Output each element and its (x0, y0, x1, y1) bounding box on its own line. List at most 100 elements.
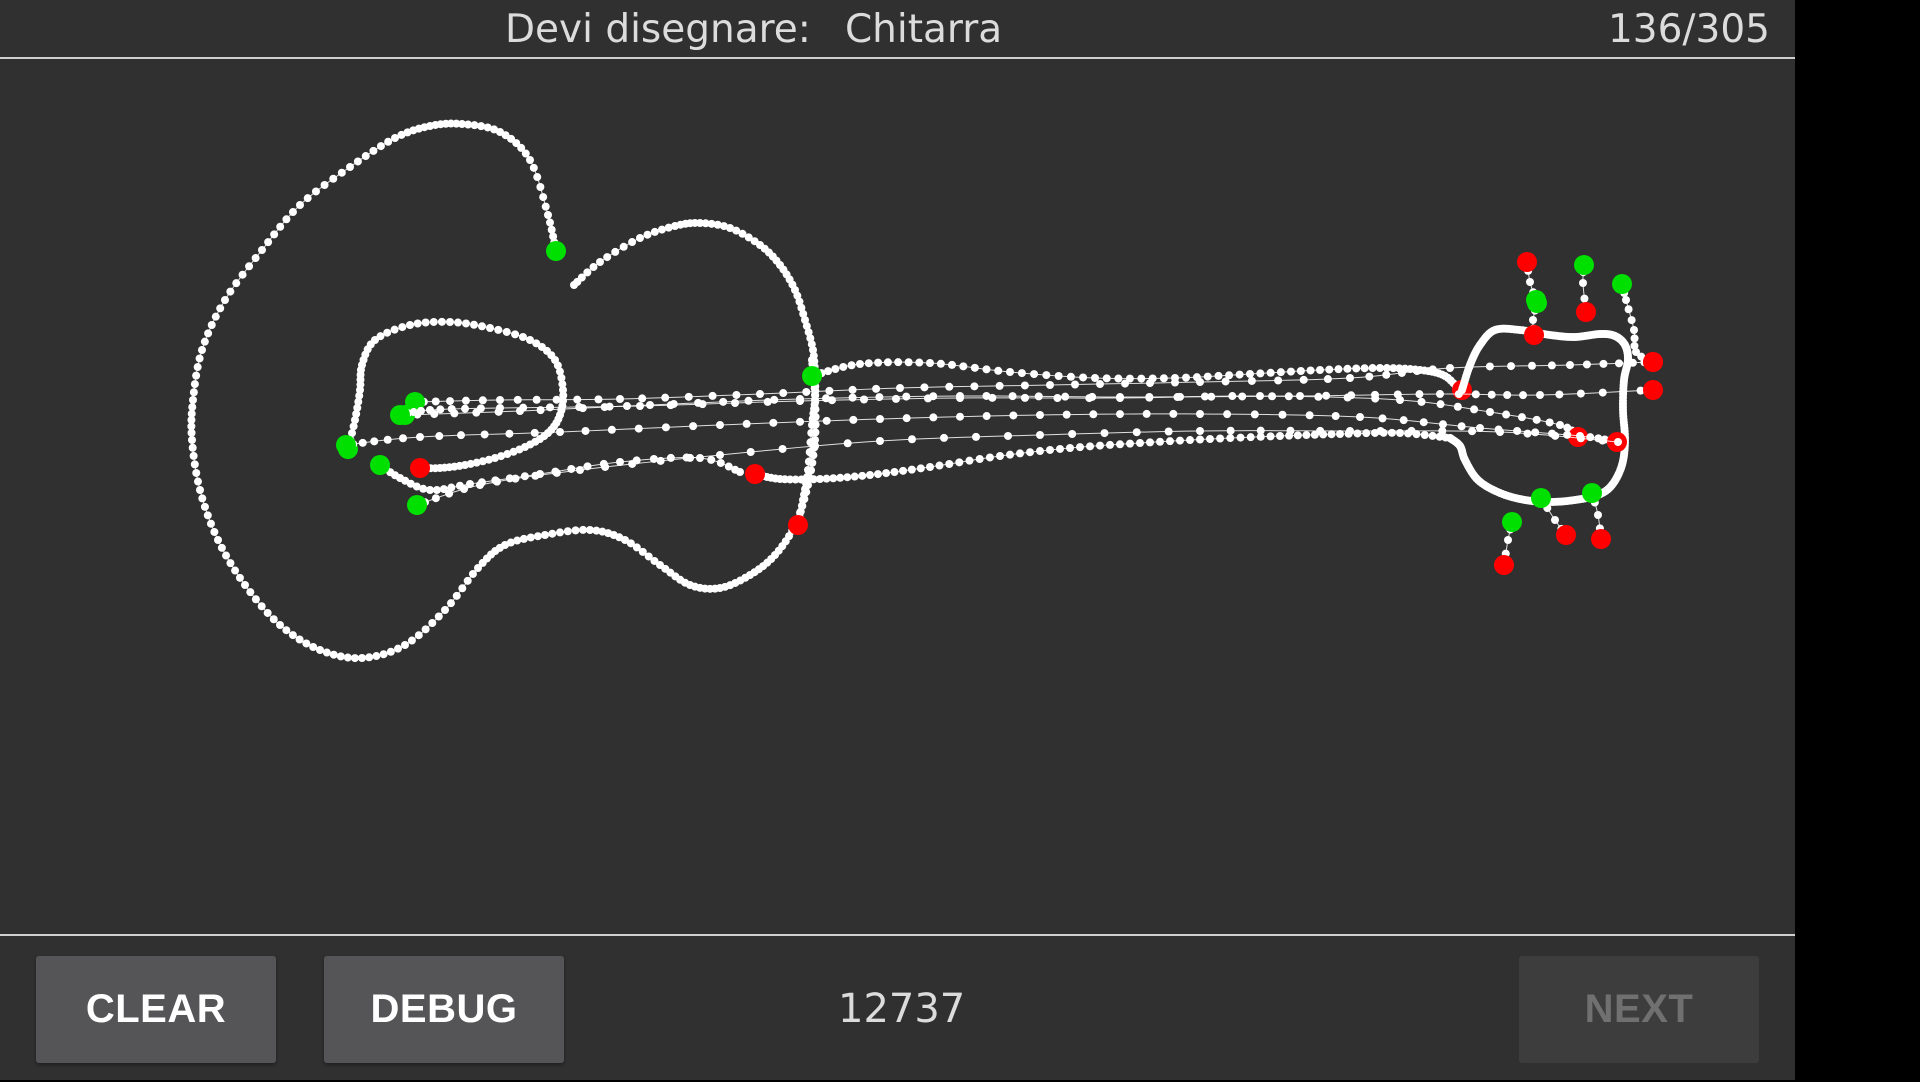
next-button[interactable]: NEXT (1519, 956, 1759, 1063)
stroke-point (956, 412, 964, 421)
stroke-point (204, 329, 213, 338)
stroke-start-point (1612, 274, 1632, 294)
stroke-point (435, 432, 444, 441)
app-window: Devi disegnare: Chitarra 136/305 CLEAR DE… (0, 0, 1795, 1080)
stroke-point (619, 242, 628, 251)
stroke-point (416, 406, 425, 415)
stroke-point (1551, 516, 1559, 524)
stroke-point (464, 120, 473, 129)
stroke-point (1186, 436, 1194, 445)
stroke-point (1116, 394, 1124, 402)
stroke-point (372, 652, 381, 661)
stroke-point (1356, 413, 1364, 421)
stroke-point (1176, 436, 1184, 445)
stroke-point (1436, 400, 1445, 409)
stroke-point (1266, 432, 1275, 441)
stroke-point (384, 137, 393, 146)
stroke-point (533, 532, 542, 541)
stroke-point (1471, 390, 1480, 399)
stroke-point (795, 297, 804, 306)
stroke-point (431, 494, 440, 503)
drawing-canvas[interactable] (0, 59, 1795, 934)
stroke-point (421, 318, 430, 327)
stroke-point (1146, 379, 1154, 388)
stroke-point (1627, 316, 1636, 325)
stroke-start-point (370, 455, 390, 475)
stroke-point (848, 393, 857, 402)
stroke-point (447, 483, 456, 492)
stroke-point (596, 258, 604, 266)
stroke-point (1106, 440, 1114, 449)
stroke-point (1343, 393, 1352, 402)
stroke-point (1062, 410, 1071, 419)
stroke-point (716, 458, 725, 467)
stroke-point (716, 421, 724, 429)
score-value: 12737 (838, 986, 966, 1032)
stroke-point (398, 323, 407, 332)
stroke-point (351, 416, 359, 424)
stroke-point (825, 386, 834, 395)
clear-button[interactable]: CLEAR (36, 956, 276, 1063)
stroke-point (1196, 435, 1204, 444)
string-2-line (404, 389, 1654, 416)
stroke-point (214, 536, 222, 544)
stroke-point (391, 134, 399, 142)
stroke-point (232, 279, 241, 288)
stroke-point (778, 444, 787, 453)
peg-top-4 (1517, 252, 1546, 310)
stroke-point (1582, 360, 1591, 369)
stroke-point (547, 225, 556, 234)
stroke-point (1314, 392, 1323, 401)
stroke-point (1507, 362, 1516, 371)
stroke-point (1579, 279, 1587, 287)
stroke-point (486, 324, 494, 332)
stroke-point (816, 475, 824, 483)
stroke-point (358, 654, 366, 662)
stroke-point (483, 123, 492, 132)
stroke-point (1457, 422, 1466, 431)
stroke-point (689, 422, 698, 431)
stroke-point (874, 358, 883, 367)
header-bar: Devi disegnare: Chitarra 136/305 (0, 0, 1795, 59)
stroke-point (1221, 377, 1230, 386)
debug-button[interactable]: DEBUG (324, 956, 564, 1063)
stroke-point (1076, 443, 1084, 452)
stroke-point (536, 406, 545, 415)
stroke-point (1036, 447, 1044, 456)
stroke-point (354, 397, 363, 406)
sound-hole (338, 317, 568, 478)
stroke-point (707, 219, 716, 228)
stroke-point (496, 404, 504, 412)
stroke-point (995, 381, 1004, 390)
stroke-point (241, 581, 249, 589)
stroke-end-point (1591, 529, 1611, 549)
stroke-point (222, 551, 231, 560)
stroke-point (1228, 392, 1237, 401)
stroke-point (1056, 444, 1064, 453)
stroke-point (796, 397, 804, 405)
stroke-point (421, 625, 430, 634)
stroke-point (541, 531, 549, 539)
stroke-point (546, 218, 555, 227)
stroke-point (802, 387, 811, 396)
stroke-point (1223, 410, 1232, 419)
stroke-start-point (802, 366, 822, 386)
stroke-point (1389, 364, 1398, 373)
peg-top-2 (1574, 255, 1596, 322)
stroke-point (437, 317, 446, 326)
drawing-prompt: Devi disegnare: Chitarra (505, 7, 1002, 52)
stroke-point (1397, 368, 1406, 377)
stroke-point (1438, 426, 1447, 435)
stroke-point (696, 454, 704, 462)
stroke-point (1256, 369, 1265, 378)
stroke-end-point (410, 458, 430, 478)
stroke-start-point (390, 405, 410, 425)
stroke-point (920, 383, 929, 392)
stroke-point (462, 319, 470, 328)
stroke-point (288, 208, 297, 217)
stroke-point (320, 181, 329, 189)
stroke-point (407, 636, 416, 645)
stroke-point (1576, 389, 1585, 398)
stroke-point (716, 451, 724, 459)
stroke-point (1376, 364, 1384, 372)
